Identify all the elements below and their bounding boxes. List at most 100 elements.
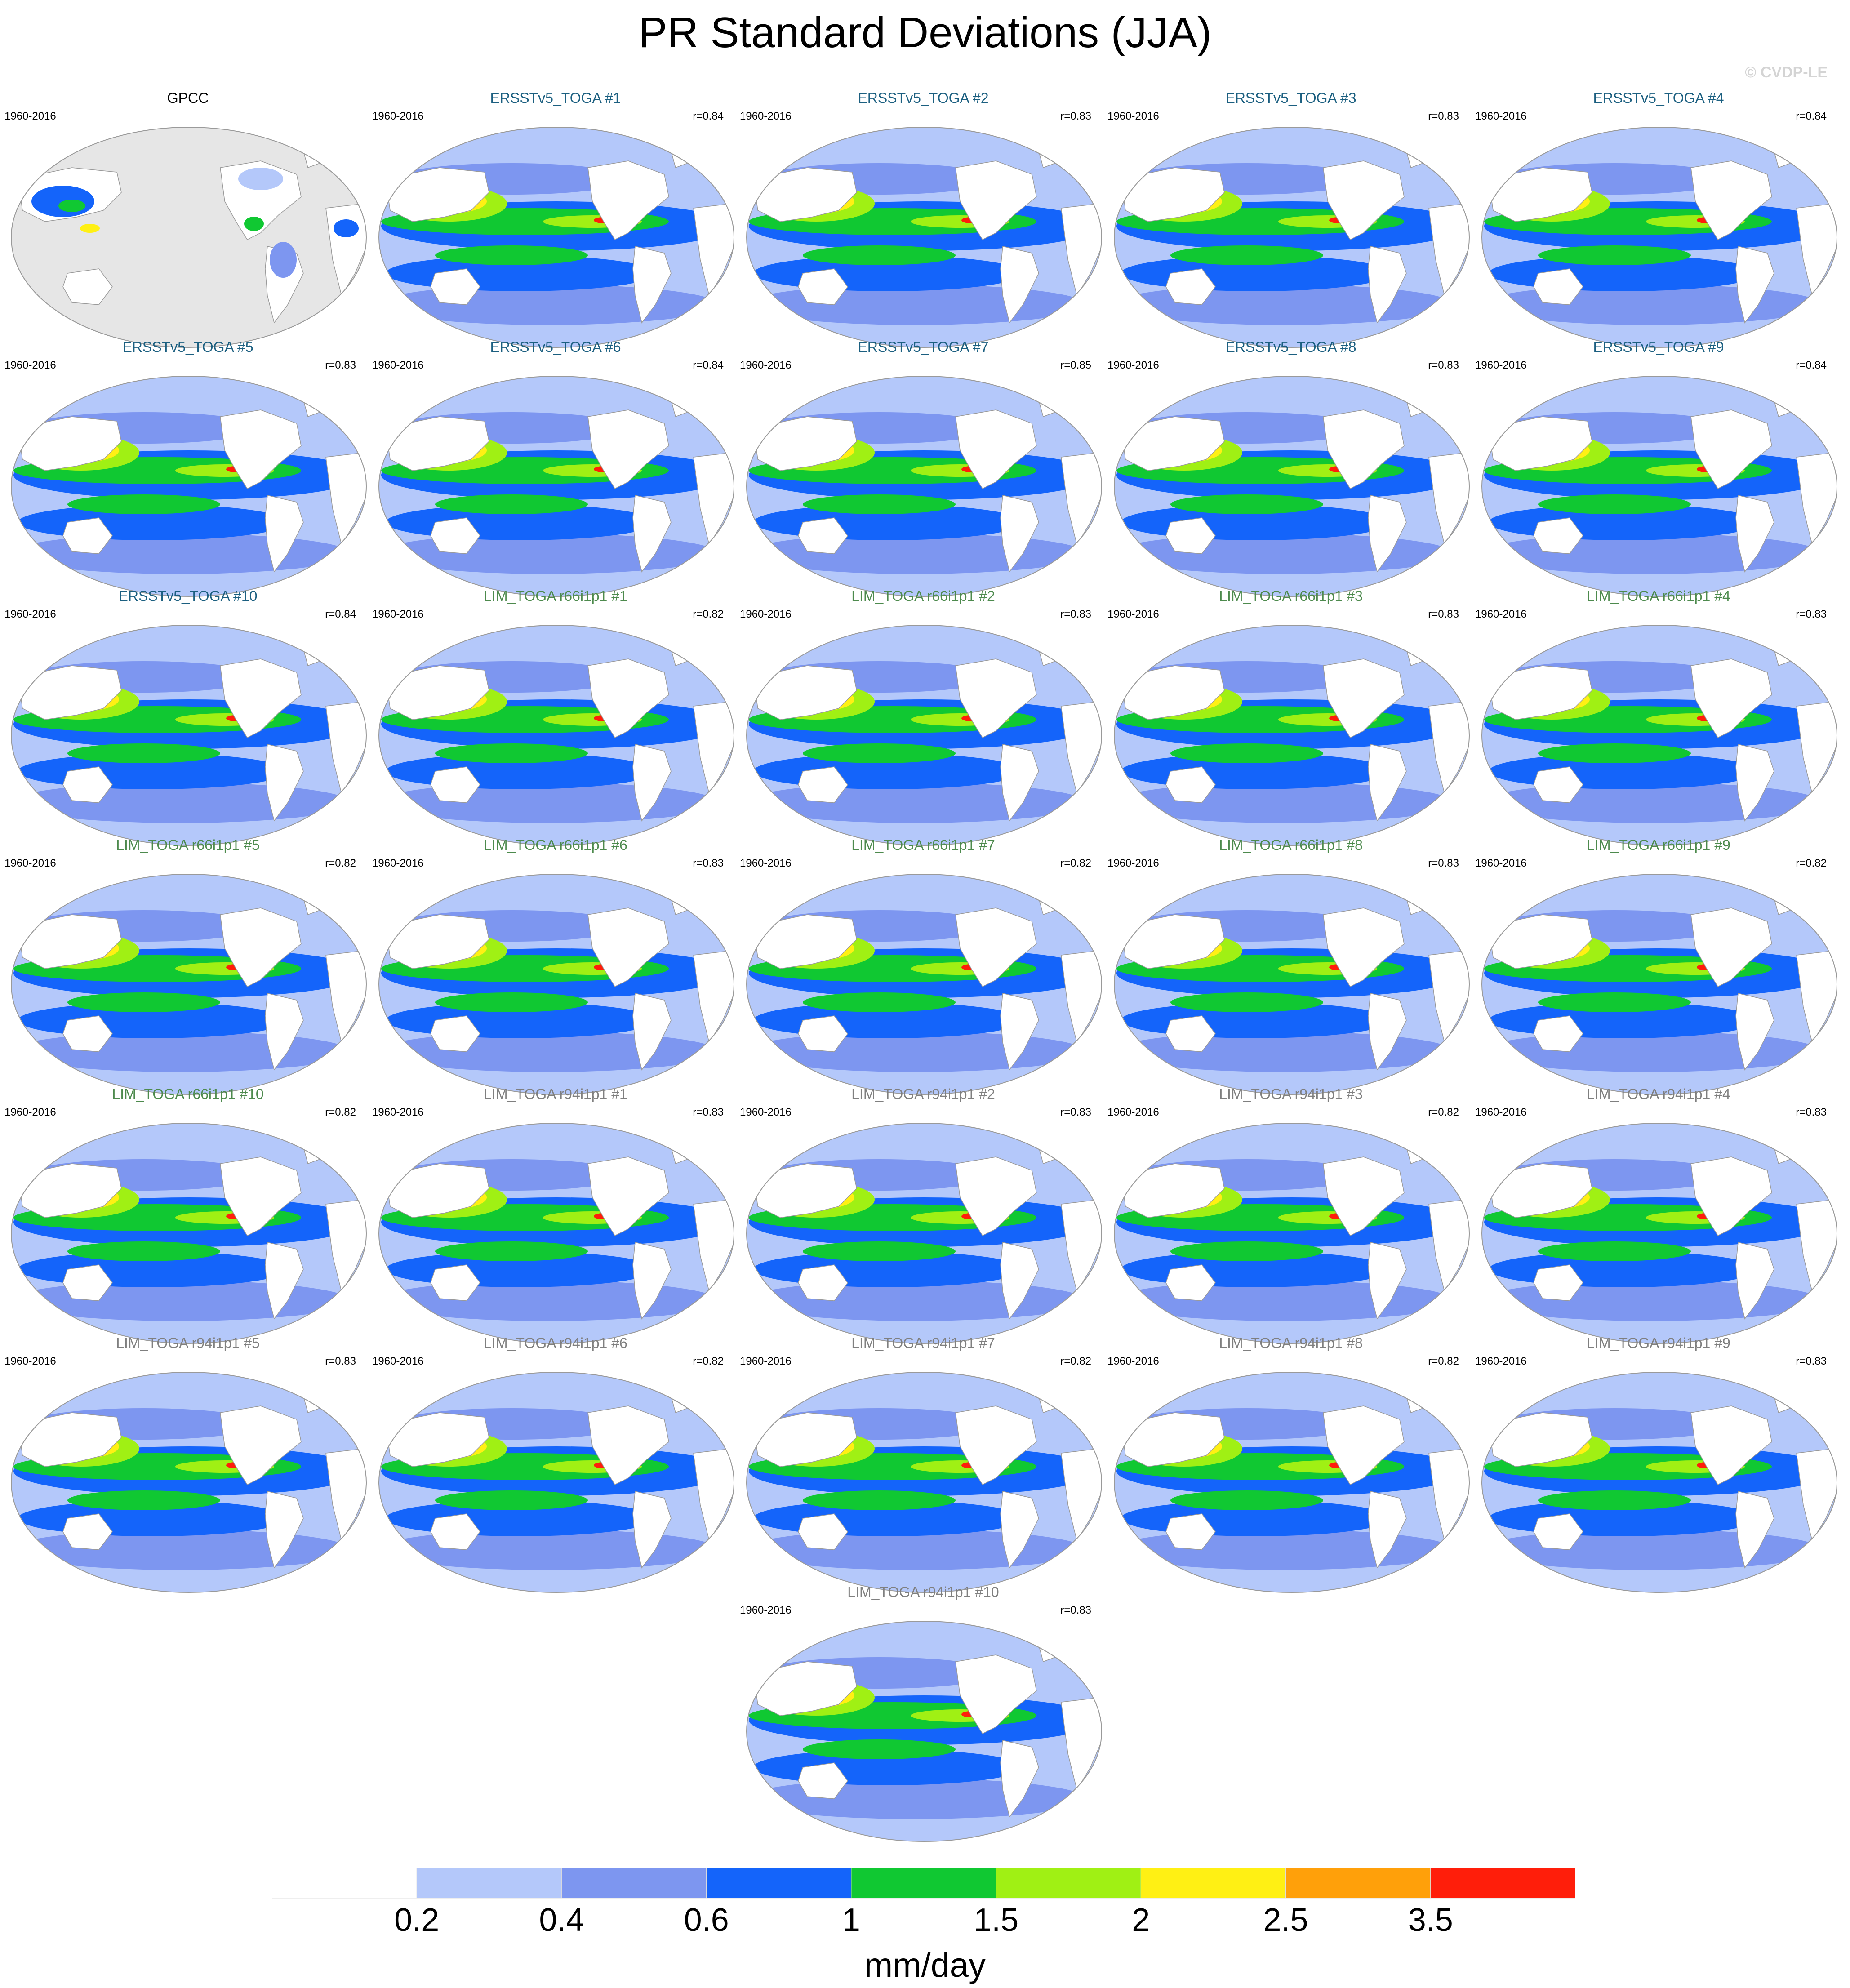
panel-title: LIM_TOGA r66i1p1 #8 (1219, 837, 1363, 853)
precip-spcz (803, 1490, 956, 1510)
panel-title: LIM_TOGA r94i1p1 #10 (847, 1584, 999, 1600)
asia-land (1121, 914, 1225, 969)
australia-land (798, 1762, 848, 1799)
asia-land (385, 416, 489, 471)
panel-correlation: r=0.83 (325, 359, 356, 371)
asia-land (753, 1163, 857, 1218)
global-map (11, 376, 367, 597)
map-outline (746, 625, 1102, 846)
precip-spcz (803, 1241, 956, 1261)
map-outline (1481, 625, 1837, 846)
australia-land (1533, 766, 1583, 803)
global-map (378, 127, 734, 348)
panel-title: LIM_TOGA r94i1p1 #4 (1587, 1086, 1730, 1102)
precip-north (238, 168, 283, 190)
map-outline (746, 1123, 1102, 1344)
global-map (1114, 127, 1470, 348)
map-outline (378, 376, 734, 597)
panel-correlation: r=0.82 (1428, 1106, 1459, 1118)
panel-period: 1960-2016 (740, 359, 792, 371)
colorbar-tick-label: 3.5 (1408, 1902, 1453, 1938)
map-outline (1114, 1372, 1470, 1593)
south-america-land (632, 993, 672, 1071)
panel-correlation: r=0.82 (325, 1106, 356, 1118)
south-america-land (1368, 1242, 1407, 1320)
copyright-label: © CVDP-LE (1745, 64, 1828, 81)
colorbar-tick-label: 0.6 (684, 1902, 729, 1938)
global-map (746, 1372, 1102, 1593)
global-map (746, 376, 1102, 597)
precip-asia-core (58, 200, 85, 212)
global-map (1481, 376, 1837, 597)
colorbar-tick-label: 1 (842, 1902, 860, 1938)
colorbar-segment (706, 1868, 852, 1899)
australia-land (62, 1513, 113, 1550)
australia-land (1533, 1264, 1583, 1301)
australia-land (62, 766, 113, 803)
panel-title: LIM_TOGA r94i1p1 #6 (484, 1335, 627, 1351)
panel-period: 1960-2016 (740, 110, 792, 122)
south-america-land (1735, 246, 1774, 324)
precip-south-america (270, 242, 297, 278)
map-panel: LIM_TOGA r94i1p1 #7 1960-2016 r=0.82 (739, 1334, 1107, 1593)
precip-spcz (1170, 245, 1323, 265)
map-outline (746, 874, 1102, 1095)
south-america-land (1368, 1491, 1407, 1569)
north-america-land (1690, 658, 1772, 738)
australia-land (430, 268, 480, 305)
precip-spcz (1538, 494, 1691, 514)
precip-spcz (1170, 743, 1323, 763)
australia-land (430, 1015, 480, 1052)
panel-period: 1960-2016 (372, 1355, 424, 1367)
panel-correlation: r=0.83 (1428, 857, 1459, 869)
panel-period: 1960-2016 (740, 857, 792, 869)
australia-land (1165, 1264, 1216, 1301)
north-america-land (1690, 1405, 1772, 1485)
panel-correlation: r=0.84 (693, 359, 724, 371)
panel-correlation: r=0.82 (1428, 1355, 1459, 1367)
asia-land (1121, 1163, 1225, 1218)
panel-correlation: r=0.83 (1428, 359, 1459, 371)
asia-land (753, 665, 857, 720)
north-america-land (1690, 907, 1772, 987)
panel-correlation: r=0.83 (693, 857, 724, 869)
panel-correlation: r=0.82 (693, 608, 724, 620)
panel-period: 1960-2016 (4, 857, 56, 869)
panel-title: LIM_TOGA r66i1p1 #6 (484, 837, 627, 853)
north-america-land (955, 907, 1037, 987)
panel-title: LIM_TOGA r66i1p1 #4 (1587, 588, 1730, 604)
south-america-land (632, 1491, 672, 1569)
panel-title: ERSSTv5_TOGA #5 (122, 339, 253, 355)
south-america-land (632, 1242, 672, 1320)
asia-land (385, 1412, 489, 1467)
panel-title: ERSSTv5_TOGA #3 (1225, 90, 1356, 106)
south-america-land (632, 495, 672, 573)
map-panel: LIM_TOGA r66i1p1 #3 1960-2016 r=0.83 (1107, 587, 1475, 846)
north-america-land (1690, 1156, 1772, 1236)
panel-period: 1960-2016 (740, 1355, 792, 1367)
panel-period: 1960-2016 (1475, 857, 1527, 869)
australia-land (1165, 517, 1216, 554)
precip-spcz (67, 1241, 220, 1261)
panel-period: 1960-2016 (372, 1106, 424, 1118)
map-panel: LIM_TOGA r66i1p1 #7 1960-2016 r=0.82 (739, 836, 1107, 1095)
australia-land (1533, 1015, 1583, 1052)
panel-title: LIM_TOGA r94i1p1 #7 (851, 1335, 995, 1351)
map-outline (746, 127, 1102, 348)
colorbar-segment (416, 1868, 562, 1899)
panel-period: 1960-2016 (1107, 110, 1159, 122)
map-panel: LIM_TOGA r66i1p1 #9 1960-2016 r=0.82 (1474, 836, 1843, 1095)
global-map (1114, 1372, 1470, 1593)
map-outline (1114, 874, 1470, 1095)
map-outline (746, 1372, 1102, 1593)
asia-land (18, 914, 122, 969)
map-panel: LIM_TOGA r66i1p1 #2 1960-2016 r=0.83 (739, 587, 1107, 846)
north-america-land (1690, 160, 1772, 240)
map-outline (1114, 376, 1470, 597)
panel-title: ERSSTv5_TOGA #6 (490, 339, 621, 355)
map-outline (378, 874, 734, 1095)
global-map (1114, 376, 1470, 597)
colorbar-tick-label: 1.5 (974, 1902, 1019, 1938)
north-america-land (1690, 409, 1772, 489)
panel-title: LIM_TOGA r66i1p1 #5 (116, 837, 260, 853)
